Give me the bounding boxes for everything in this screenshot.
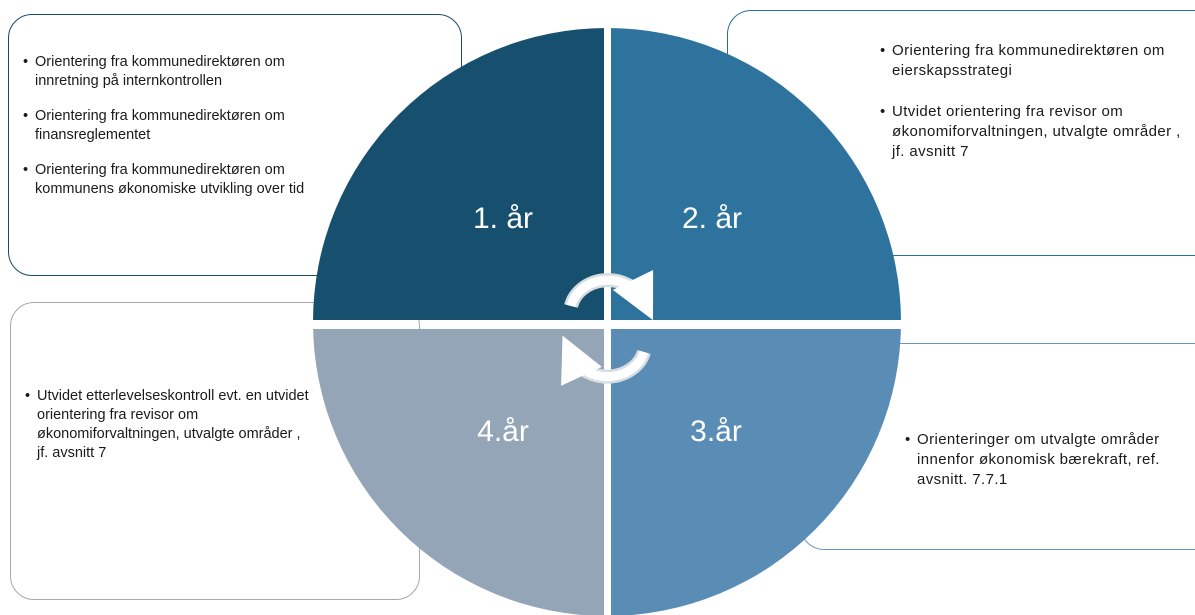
quadrant-year-1-label: 1. år xyxy=(473,202,533,235)
callout-year-1-item: Orientering fra kommunedirektøren om fin… xyxy=(23,107,323,145)
callout-year-2-item: Orientering fra kommunedirektøren om eie… xyxy=(880,41,1190,81)
callout-year-3-list: Orienteringer om utvalgte områder innenf… xyxy=(905,430,1175,490)
callout-year-4-list: Utvidet etterlevelseskontroll evt. en ut… xyxy=(25,387,315,463)
callout-year-3-item: Orienteringer om utvalgte områder innenf… xyxy=(905,430,1175,490)
callout-year-1-item: Orientering fra kommunedirektøren om kom… xyxy=(23,161,323,199)
callout-year-2-item: Utvidet orientering fra revisor om økono… xyxy=(880,102,1190,162)
callout-year-1-list: Orientering fra kommunedirektøren om inn… xyxy=(23,53,323,215)
quadrant-year-2 xyxy=(611,28,901,320)
callout-year-2-list: Orientering fra kommunedirektøren om eie… xyxy=(880,41,1190,183)
quadrant-year-4 xyxy=(313,329,604,615)
cycle-arrow-icon xyxy=(561,269,654,386)
quadrant-year-3 xyxy=(611,329,901,615)
callout-year-4-item: Utvidet etterlevelseskontroll evt. en ut… xyxy=(25,387,315,463)
quadrant-year-3-label: 3.år xyxy=(690,415,742,448)
callout-year-1-item: Orientering fra kommunedirektøren om inn… xyxy=(23,53,323,91)
quadrant-year-1 xyxy=(313,28,604,320)
quadrant-year-2-label: 2. år xyxy=(682,202,742,235)
quadrant-year-4-label: 4.år xyxy=(477,415,529,448)
